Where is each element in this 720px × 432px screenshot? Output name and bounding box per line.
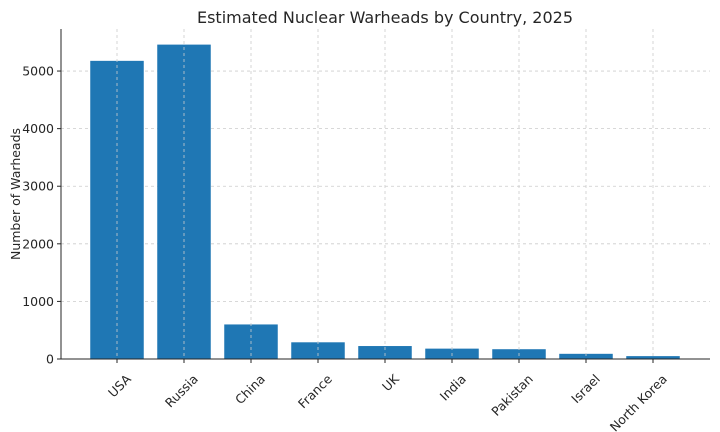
x-tick-label: Israel [568, 371, 603, 406]
y-tick-label: 3000 [22, 179, 54, 194]
x-tick-label: Pakistan [488, 371, 536, 419]
x-tick-label: Russia [162, 371, 201, 410]
x-tick-label: France [295, 371, 335, 411]
y-axis-label: Number of Warheads [8, 128, 23, 260]
bar-north-korea [626, 356, 680, 359]
x-tick-label: North Korea [607, 371, 670, 432]
x-tick-label: China [232, 371, 268, 407]
y-tick-label: 2000 [22, 236, 54, 251]
y-tick-label: 4000 [22, 121, 54, 136]
x-tick-label: USA [105, 371, 134, 400]
x-tick-label: UK [379, 371, 402, 394]
x-ticks: USA Russia China France UK India Pakistan Israe… [105, 359, 670, 432]
x-tick-label: India [437, 371, 469, 403]
y-tick-label: 1000 [22, 294, 54, 309]
y-ticks: 0 1000 2000 3000 4000 5000 [22, 64, 61, 367]
bar-israel [559, 353, 613, 359]
chart-title: Estimated Nuclear Warheads by Country, 2… [197, 8, 573, 27]
bar-france [291, 342, 345, 359]
y-tick-label: 5000 [22, 64, 54, 79]
bar-uk [358, 346, 412, 359]
y-tick-label: 0 [46, 352, 54, 367]
